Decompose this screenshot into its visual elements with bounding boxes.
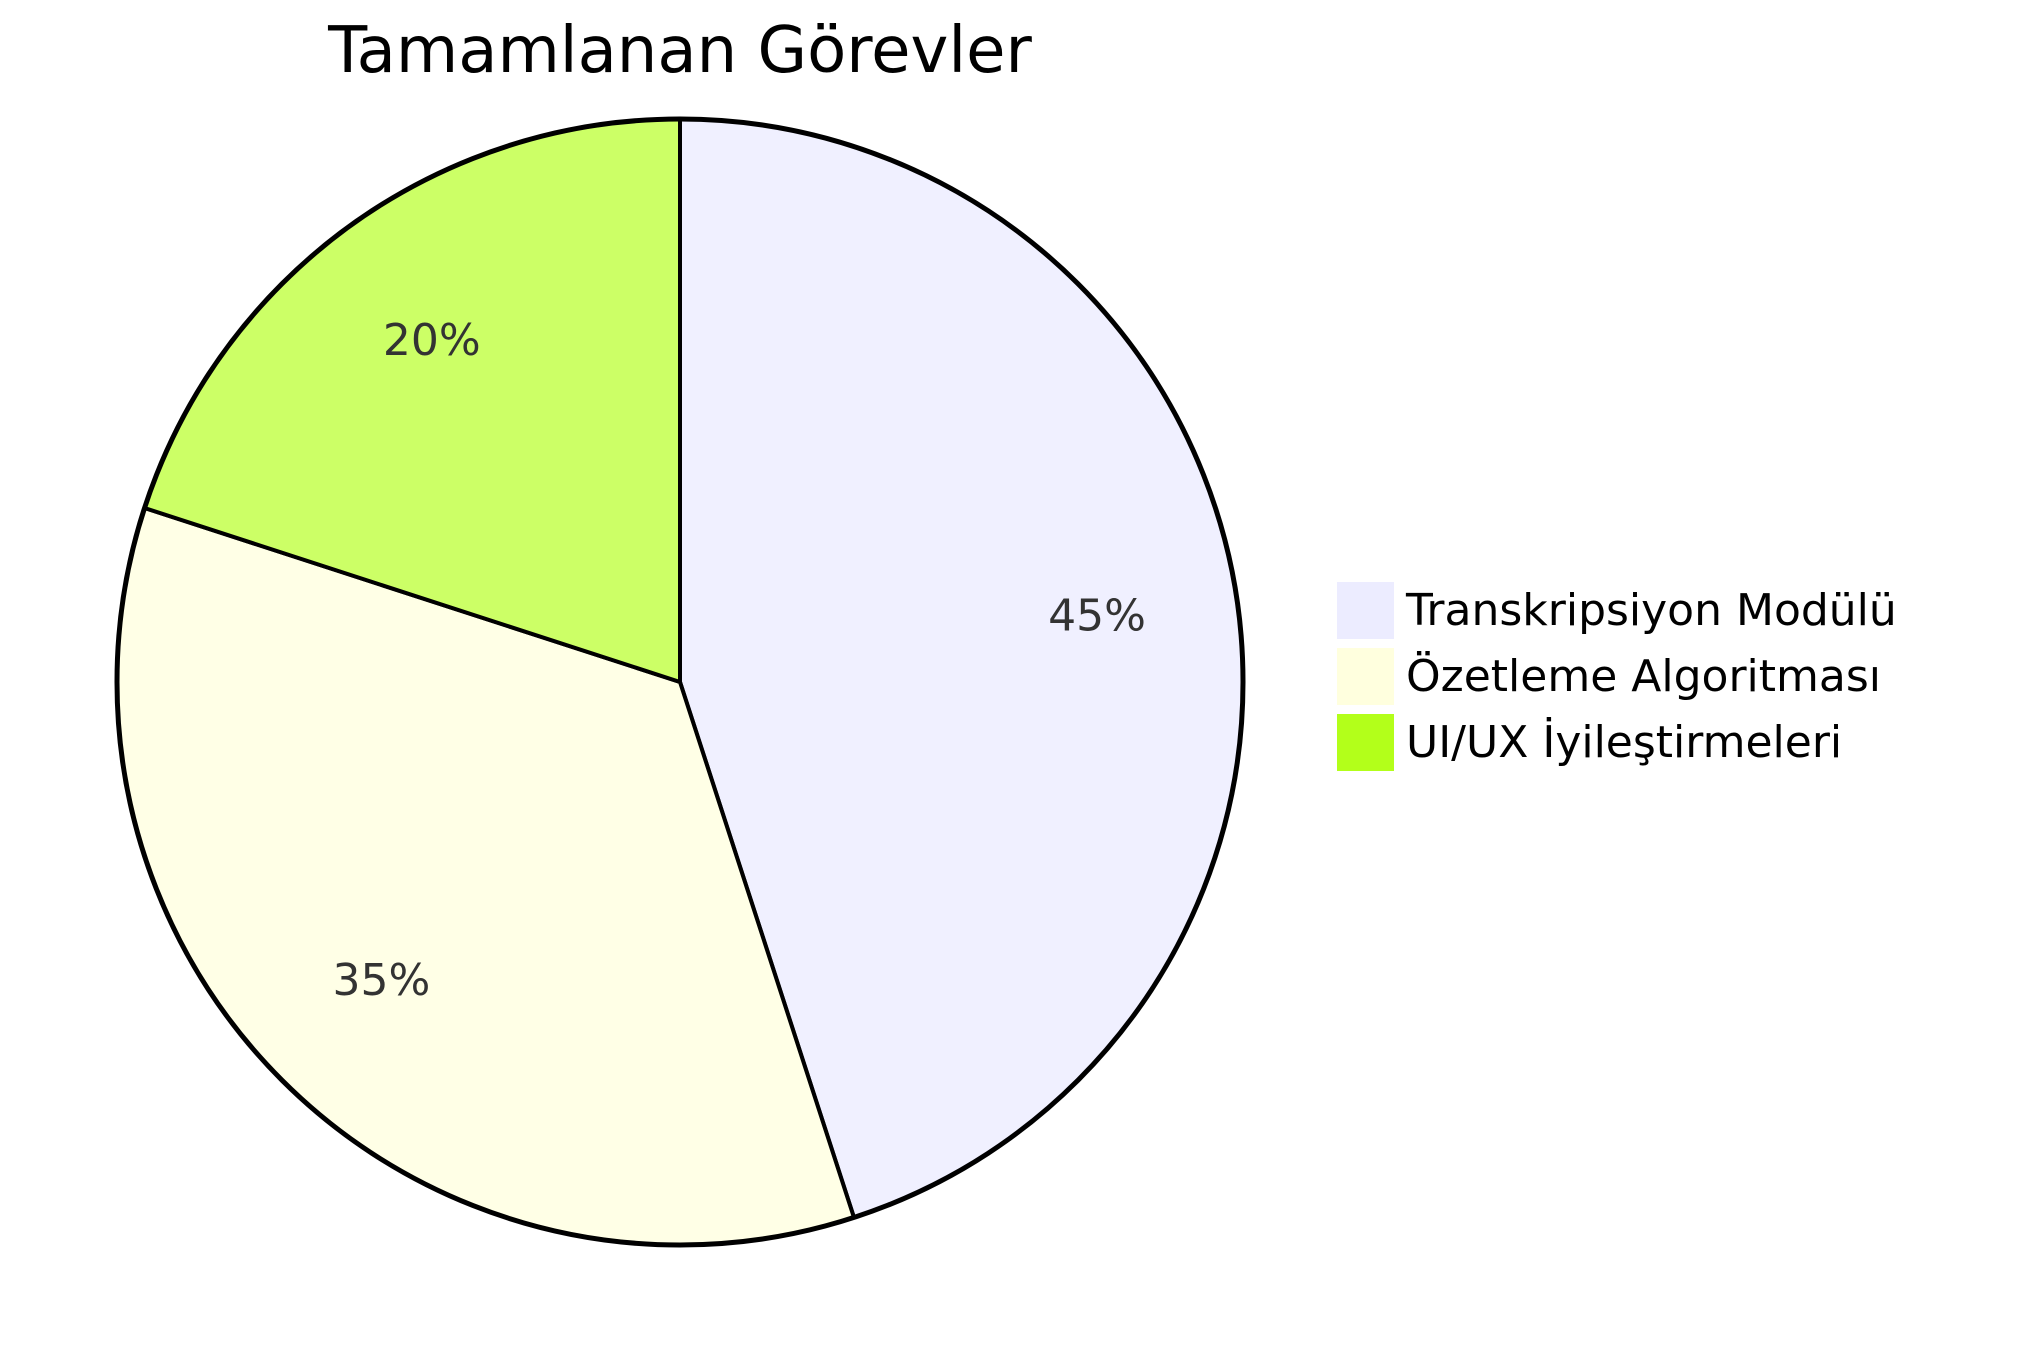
slice-percent-label-transkripsiyon-modulu: 45% [1048, 590, 1146, 641]
pie-slice-labels: 45% 35% 20% [333, 315, 1146, 1006]
slice-percent-label-ozetleme-algoritmasi: 35% [333, 955, 431, 1006]
chart-title: Tamamlanan Görevler [327, 14, 1032, 88]
legend: Transkripsiyon Modülü Özetleme Algoritmas… [1337, 582, 1897, 771]
legend-label-ui-ux-iyilestirmeleri: UI/UX İyileştirmeleri [1406, 716, 1842, 768]
legend-swatch-ui-ux-iyilestirmeleri [1337, 714, 1394, 771]
legend-swatch-ozetleme-algoritmasi [1337, 648, 1394, 705]
pie-outline [114, 116, 1246, 1248]
slice-percent-label-ui-ux-iyilestirmeleri: 20% [383, 315, 481, 366]
legend-label-ozetleme-algoritmasi: Özetleme Algoritması [1406, 650, 1881, 702]
legend-swatch-transkripsiyon-modulu [1337, 582, 1394, 639]
pie-slices [114, 116, 1246, 1248]
legend-label-transkripsiyon-modulu: Transkripsiyon Modülü [1405, 585, 1897, 636]
